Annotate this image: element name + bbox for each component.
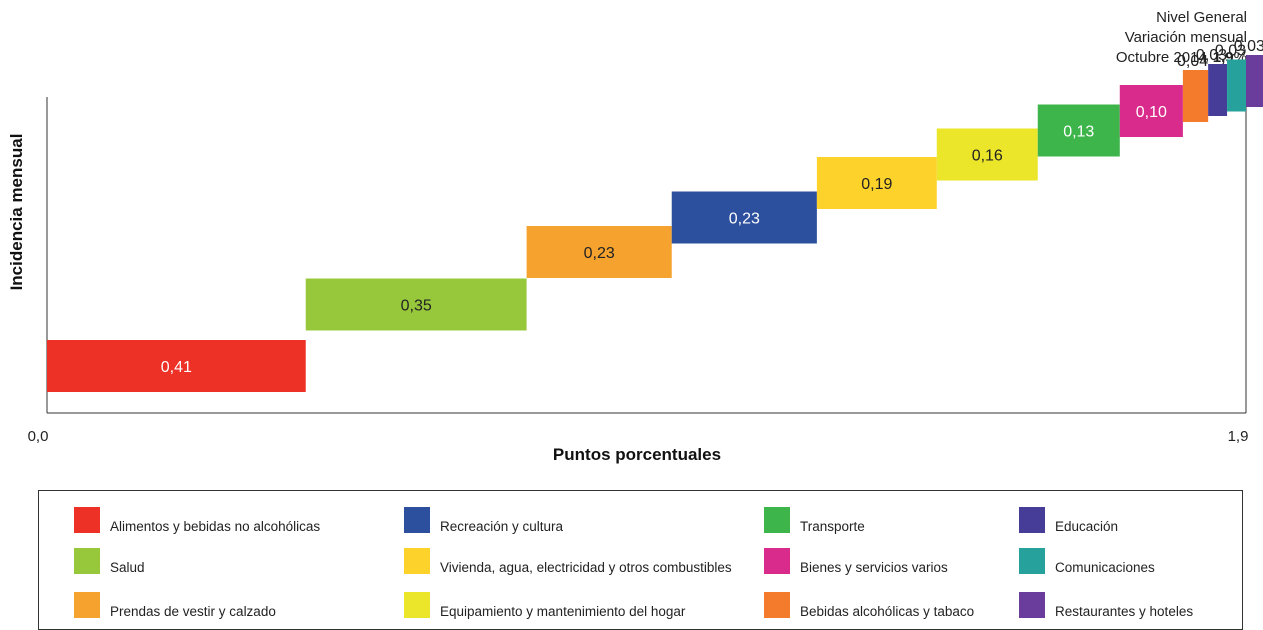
data-label-11: 0,03 [1215,43,1246,60]
data-label-5: 0,19 [861,176,892,193]
legend-label: Transporte [800,518,865,534]
legend-item: Educación [1019,507,1119,534]
data-label-4: 0,23 [729,211,760,228]
legend-swatch [74,507,100,533]
legend-label: Vivienda, agua, electricidad y otros com… [440,559,732,575]
legend-label: Restaurantes y hoteles [1055,603,1194,619]
legend-item: Comunicaciones [1019,548,1155,575]
data-label-10: 0,03 [1196,47,1227,64]
x-tick-label-end: 1,9 [1228,428,1249,445]
legend-item: Transporte [764,507,865,534]
bar-salud [305,278,527,331]
legend-swatch [1019,507,1045,533]
legend-swatch [74,592,100,618]
data-label-8: 0,10 [1136,104,1167,121]
general-level-period: Octubre 2014 [1115,49,1207,66]
legend-label: Equipamiento y mantenimiento del hogar [440,603,686,619]
x-tick-label-start: 0,0 [28,428,49,445]
general-level-line1: Nivel General [1156,9,1247,26]
legend-label: Bebidas alcohólicas y tabaco [800,603,975,619]
bar-vivienda-agua-electricidad-y-otros-combustibles [816,157,937,209]
legend-item: Vivienda, agua, electricidad y otros com… [404,548,732,575]
waterfall-chart: 0,410,350,230,230,190,160,130,100,040,03… [7,38,1263,464]
legend-label: Recreación y cultura [440,518,564,534]
bar-educacion [1208,64,1228,116]
legend-item: Equipamiento y mantenimiento del hogar [404,592,686,619]
legend-swatch [764,548,790,574]
legend-item: Bebidas alcohólicas y tabaco [764,592,975,619]
legend-item: Alimentos y bebidas no alcohólicas [74,507,321,534]
legend-label: Salud [110,559,145,575]
bar-bebidas-alcoholicas-y-tabaco [1182,70,1209,122]
legend-swatch [74,548,100,574]
data-label-7: 0,13 [1063,124,1094,141]
legend-label: Comunicaciones [1055,559,1155,575]
general-level-note: Nivel General Variación mensual Octubre … [1116,8,1247,68]
legend-item: Salud [74,548,145,575]
bar-transporte [1037,104,1120,157]
legend-swatch [764,507,790,533]
bar-restaurantes-y-hoteles [1246,55,1263,107]
legend-label: Prendas de vestir y calzado [110,603,276,619]
bar-comunicaciones [1227,59,1246,112]
legend-swatch [404,592,430,618]
legend-label: Educación [1055,518,1119,534]
data-label-3: 0,23 [584,245,615,262]
legend-swatch [1019,548,1045,574]
bar-bienes-y-servicios-varios [1119,85,1183,137]
legend-item: Restaurantes y hoteles [1019,592,1194,619]
bar-recreacion-y-cultura [671,191,817,244]
x-axis-title: Puntos porcentuales [553,445,721,464]
bar-alimentos-y-bebidas-no-alcoholicas [47,340,306,392]
legend-item: Recreación y cultura [404,507,564,534]
data-label-2: 0,35 [401,298,432,315]
data-label-1: 0,41 [161,359,192,376]
bar-prendas-de-vestir-y-calzado [526,226,672,278]
bar-equipamiento-y-mantenimiento-del-hogar [936,128,1038,181]
y-axis-title: Incidencia mensual [7,134,26,291]
general-level-line2: Variación mensual [1124,29,1247,46]
legend-item: Prendas de vestir y calzado [74,592,276,619]
legend-swatch [404,548,430,574]
chart-legend: Alimentos y bebidas no alcohólicas Recrea… [38,490,1243,630]
legend-label: Bienes y servicios varios [800,559,948,575]
data-label-12: 0,03 [1234,38,1263,55]
legend-label: Alimentos y bebidas no alcohólicas [110,518,321,534]
data-label-9: 0,04 [1177,53,1208,70]
legend-swatch [764,592,790,618]
legend-swatch [1019,592,1045,618]
legend-swatch [404,507,430,533]
data-label-6: 0,16 [972,148,1003,165]
legend-item: Bienes y servicios varios [764,548,948,575]
